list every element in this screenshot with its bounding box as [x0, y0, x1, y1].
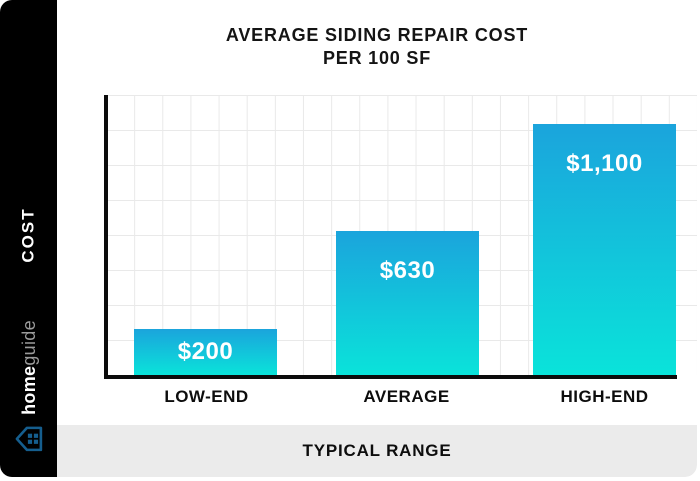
- bar-value-label: $630: [379, 257, 436, 284]
- cost-axis-label: COST: [18, 207, 38, 263]
- x-tick-average: AVERAGE: [363, 387, 450, 406]
- brand-name-home: home: [18, 365, 39, 415]
- chart-title: AVERAGE SIDING REPAIR COST PER 100 SF: [57, 24, 697, 70]
- brand-row: homeguide: [14, 320, 44, 454]
- bar-value-label: $200: [177, 338, 234, 365]
- y-axis-line: [104, 95, 108, 379]
- x-axis-title: TYPICAL RANGE: [302, 441, 452, 460]
- x-axis-line: [104, 375, 677, 379]
- brand-name-guide: guide: [18, 320, 39, 366]
- bar-value-label: $1,100: [566, 150, 643, 177]
- house-logo-icon: [15, 426, 42, 452]
- chart-title-line1: AVERAGE SIDING REPAIR COST: [225, 25, 529, 45]
- bar-low-end: $200: [134, 329, 277, 375]
- sidebar: COST homeguide: [0, 0, 57, 477]
- bar-high-end: $1,100: [533, 124, 676, 375]
- x-tick-high-end: HIGH-END: [560, 387, 649, 406]
- plot-area: $200 $630 $1,100: [106, 95, 697, 375]
- brand-name: homeguide: [18, 320, 39, 415]
- bar-average: $630: [336, 231, 479, 375]
- cost-axis-label-wrap: COST: [0, 180, 57, 290]
- x-tick-low-end: LOW-END: [164, 387, 249, 406]
- brand: homeguide: [0, 307, 57, 467]
- chart-title-line2: PER 100 SF: [322, 48, 432, 68]
- footer-band: TYPICAL RANGE: [57, 425, 697, 477]
